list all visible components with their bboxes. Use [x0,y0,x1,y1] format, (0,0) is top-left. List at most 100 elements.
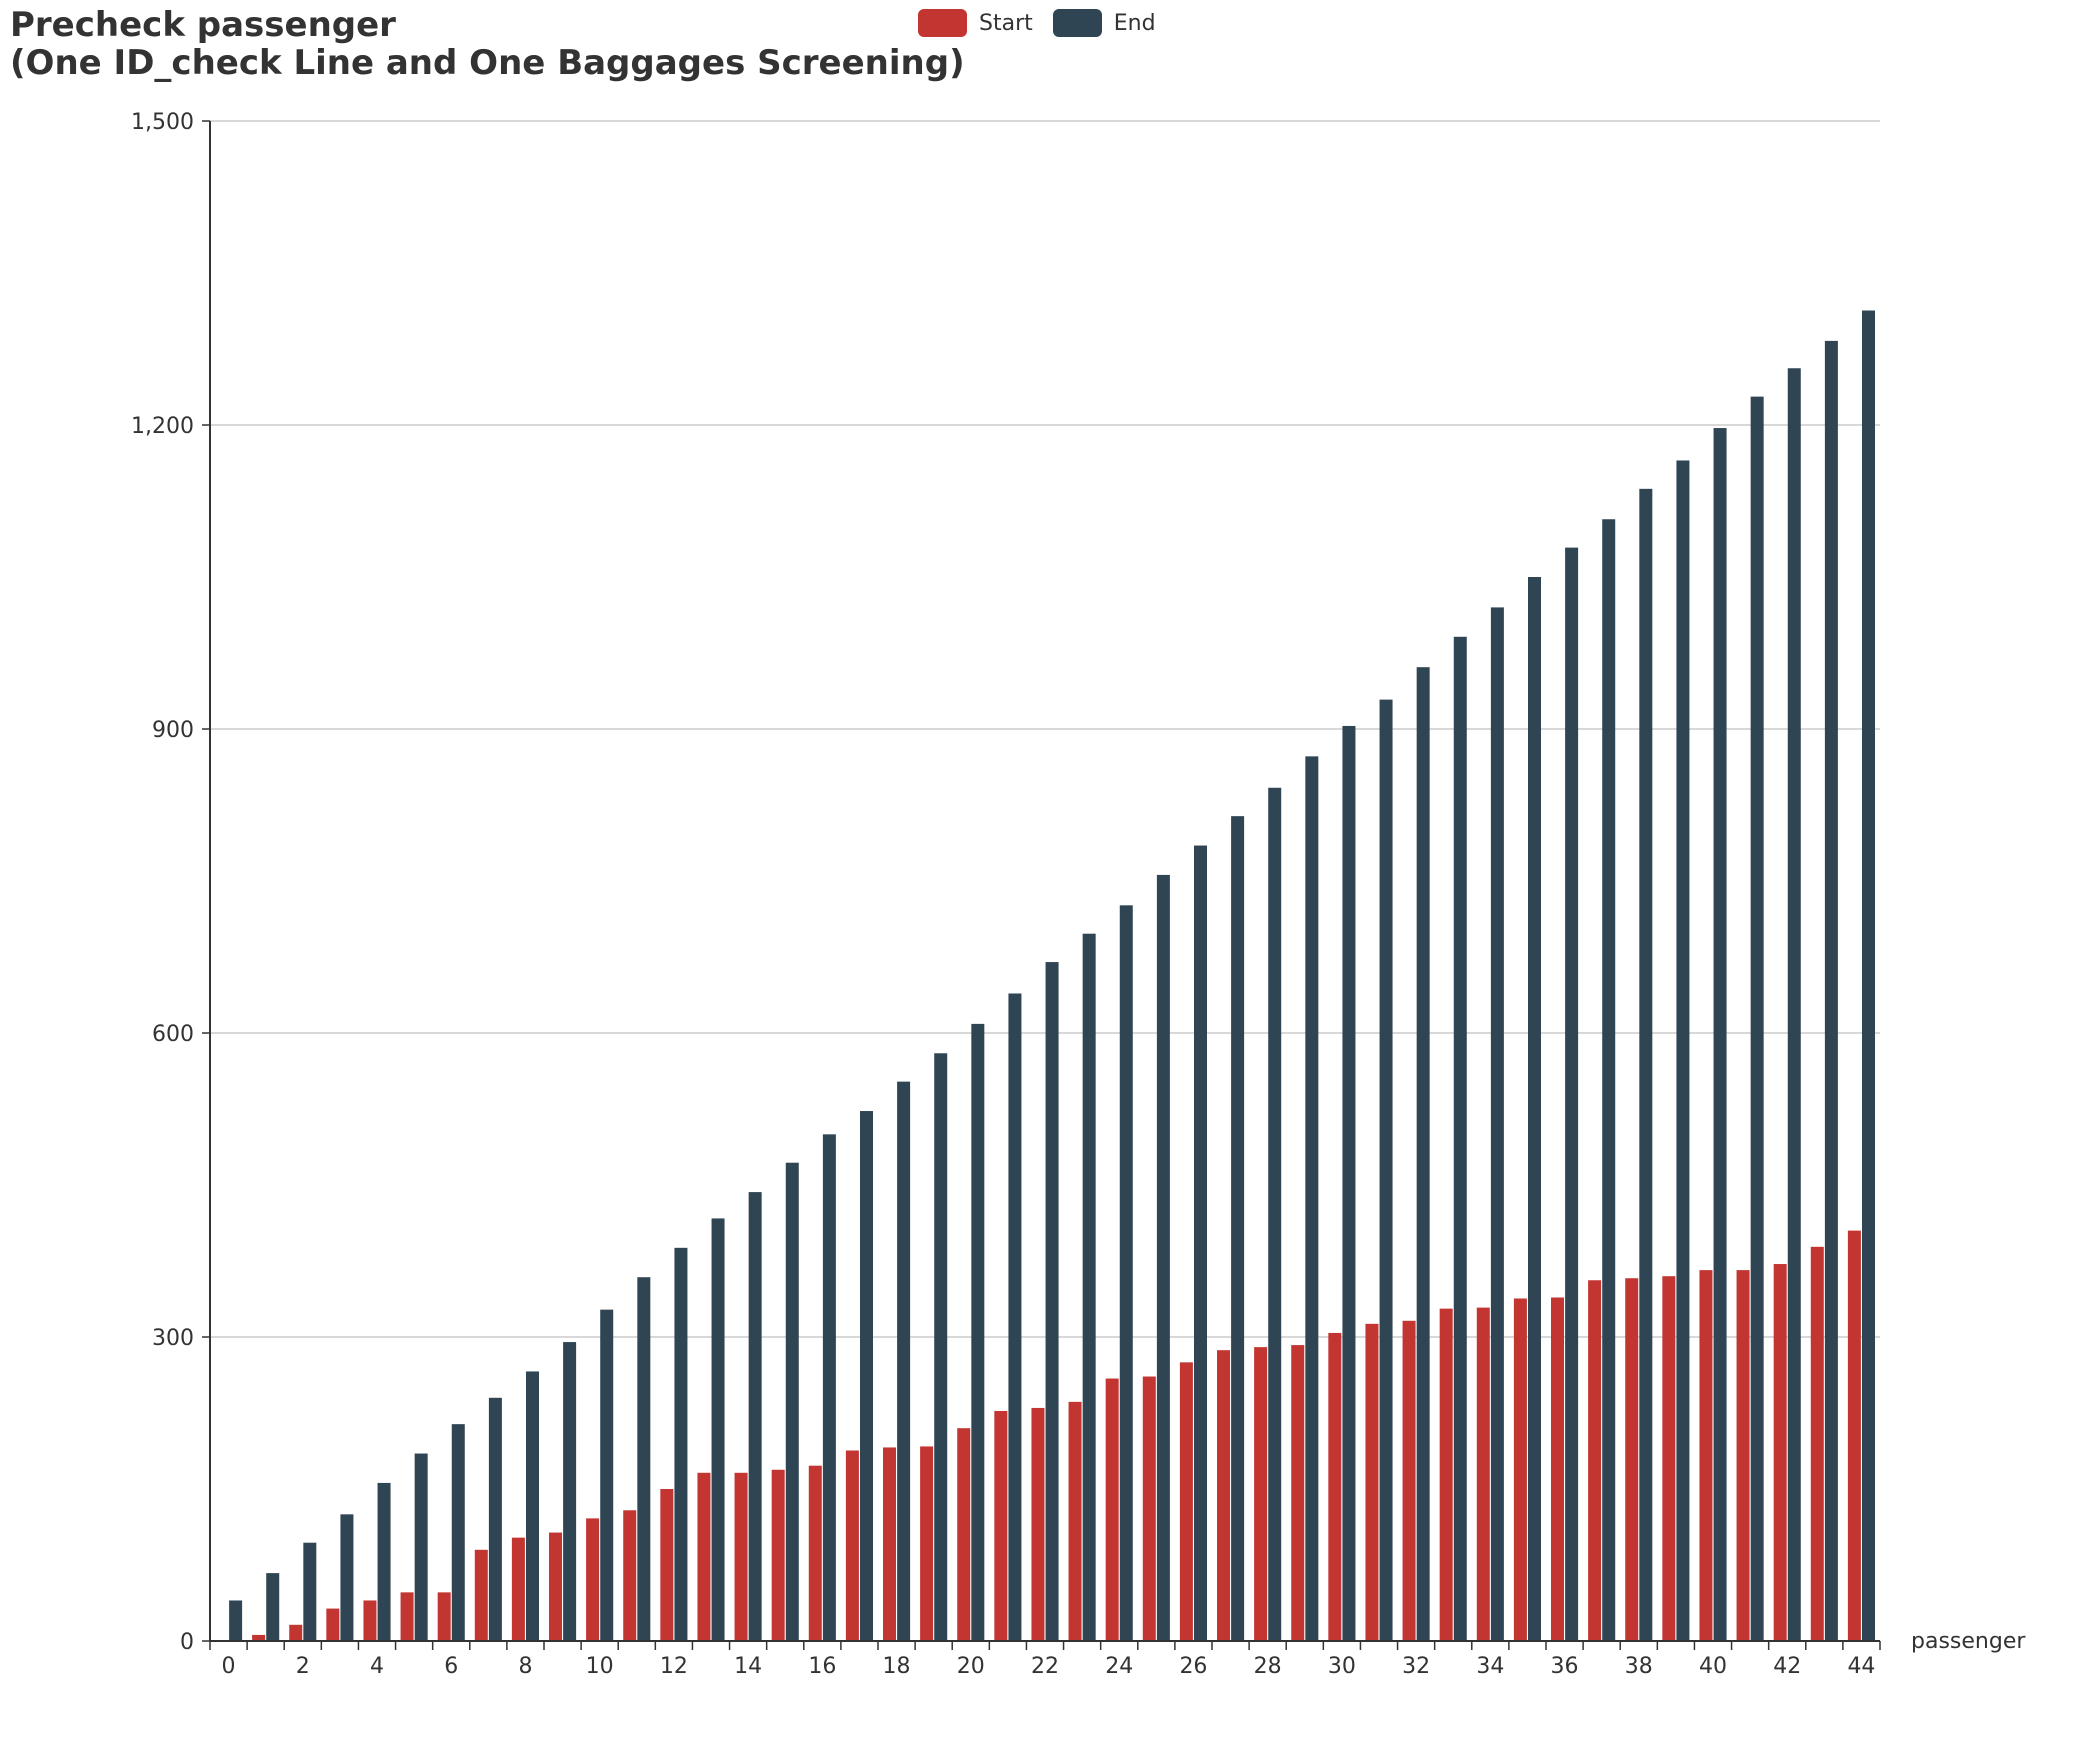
bar-end [748,1192,762,1641]
bar-start [252,1634,266,1641]
bar-start [1810,1246,1824,1641]
legend-swatch-end [1052,9,1102,37]
bar-end [971,1023,985,1641]
bar-start [1291,1345,1305,1641]
bar-end [1824,340,1838,1642]
bar-start [845,1450,859,1641]
bar-end [488,1397,502,1641]
bar-end [785,1162,799,1641]
x-tick-label: 22 [1031,1654,1059,1679]
x-tick-label: 4 [370,1654,384,1679]
bar-start [1773,1264,1787,1641]
chart-title: Precheck passenger [10,5,396,45]
bar-start [511,1537,525,1641]
x-tick-label: 6 [444,1654,458,1679]
bar-start [1551,1297,1565,1641]
bar-start [771,1469,785,1641]
x-tick-label: 34 [1476,1654,1504,1679]
bar-end [266,1573,280,1641]
bar-start [289,1624,303,1641]
bar-end [1156,874,1170,1641]
bar-end [1416,667,1430,1641]
bar-start [1662,1276,1676,1641]
x-tick-label: 0 [222,1654,236,1679]
bar-start [734,1472,748,1641]
bar-start [549,1532,563,1641]
bar-start [1847,1230,1861,1641]
bar-end [711,1218,725,1641]
legend-label-start: Start [979,10,1033,36]
bar-start [437,1592,451,1641]
x-tick-label: 8 [518,1654,532,1679]
x-tick-label: 30 [1328,1654,1356,1679]
legend-item-end[interactable]: End [1052,9,1156,37]
bar-end [229,1600,243,1641]
bar-start [1179,1362,1193,1641]
bar-start [920,1446,934,1641]
y-tick-label: 1,500 [131,110,194,135]
bar-start [400,1592,414,1641]
chart-legend: Start End [918,9,1176,37]
bar-start [1068,1401,1082,1641]
bar-start [1588,1280,1602,1641]
bar-start [1031,1407,1045,1641]
bar-end [674,1247,688,1641]
bar-end [1490,607,1504,1641]
x-tick-label: 20 [957,1654,985,1679]
bar-end [377,1482,391,1641]
bar-end [1119,905,1133,1641]
gridlines [210,120,1880,1338]
bar-end [1045,962,1059,1641]
bar-end [525,1371,539,1641]
bar-start [1736,1270,1750,1641]
bar-end [1787,368,1801,1642]
bar-end [1750,396,1764,1641]
bar-end [1453,636,1467,1641]
bar-start [1625,1278,1639,1641]
bar-end [563,1342,577,1641]
bar-start [1328,1332,1342,1641]
bar-start [697,1472,711,1641]
x-tick-label: 28 [1254,1654,1282,1679]
bar-start [586,1518,600,1641]
legend-item-start[interactable]: Start [918,9,1033,37]
bar-end [897,1081,911,1641]
bar-end [1082,933,1096,1641]
bar-end [1379,699,1393,1641]
x-tick-label: 42 [1773,1654,1801,1679]
bar-end [637,1277,651,1641]
bar-end [1602,519,1616,1641]
bar-start [1476,1307,1490,1641]
x-tick-label: 18 [883,1654,911,1679]
x-tick-label: 16 [808,1654,836,1679]
bars [229,310,1875,1642]
y-tick-label: 900 [152,718,194,743]
x-tick-label: 26 [1179,1654,1207,1679]
bar-end [1639,488,1653,1642]
bar-start [808,1465,822,1641]
x-tick-label: 44 [1847,1654,1875,1679]
x-axis-label: passenger [1911,1629,2026,1654]
x-tick-label: 24 [1105,1654,1133,1679]
bar-start [883,1447,897,1641]
y-tick-label: 600 [152,1022,194,1047]
bar-end [600,1309,614,1641]
bar-end [1676,460,1690,1641]
legend-swatch-start [918,9,967,37]
bar-start [623,1510,637,1641]
bar-start [1254,1347,1268,1641]
bar-start [1365,1323,1379,1641]
x-tick-label: 32 [1402,1654,1430,1679]
x-tick-label: 36 [1551,1654,1579,1679]
bar-start [326,1608,340,1641]
bar-start [1105,1378,1119,1641]
bar-start [1513,1298,1527,1641]
bar-start [363,1600,377,1641]
chart-title-block: Precheck passenger (One ID_check Line an… [10,6,965,82]
bar-start [957,1428,971,1641]
bar-end [340,1514,354,1641]
bar-end [1527,577,1541,1641]
bar-end [1713,428,1727,1641]
